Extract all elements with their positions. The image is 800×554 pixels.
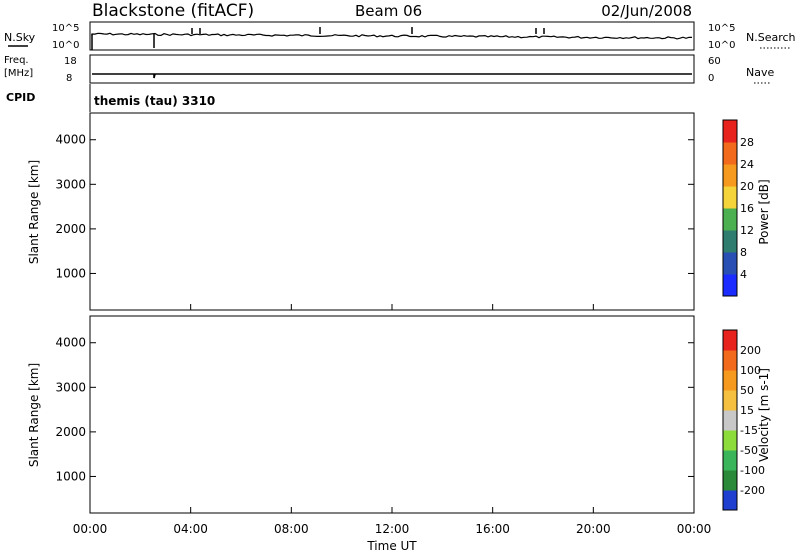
nsky-tick-high: 10^5 [52, 23, 79, 34]
freq-trace [92, 73, 692, 79]
power-ytick-label-2: 3000 [55, 177, 86, 191]
power-cbar-tick-3: 16 [740, 202, 754, 215]
power-ytick-label-3: 4000 [55, 133, 86, 147]
beam-title: Beam 06 [355, 2, 422, 20]
power-y-label: Slant Range [km] [27, 160, 41, 264]
nave-label: Nave [746, 66, 774, 79]
power-cbar-tick-0: 4 [740, 268, 747, 281]
power-colorbar-swatch-4 [723, 186, 737, 209]
power-colorbar-swatch-6 [723, 142, 737, 165]
power-colorbar-swatch-0 [723, 274, 737, 297]
nsearch-label: N.Search [746, 31, 796, 44]
freq-label: Freq. [4, 55, 29, 66]
power-colorbar-swatch-1 [723, 252, 737, 275]
power-colorbar-swatch-3 [723, 208, 737, 231]
power-cbar-tick-5: 24 [740, 158, 754, 171]
power-ytick-label-1: 2000 [55, 222, 86, 236]
nsky-label: N.Sky [4, 31, 36, 44]
site-title: Blackstone (fitACF) [92, 1, 254, 21]
freq-tick-high: 18 [64, 56, 77, 67]
power-cbar-tick-6: 28 [740, 136, 754, 149]
freq-panel-frame [89, 54, 695, 84]
cpid-label: CPID [6, 91, 35, 104]
power-colorbar-label: Power [dB] [757, 179, 771, 244]
nsky-panel-frame [89, 21, 695, 51]
nsearch-tick-high: 10^5 [708, 23, 735, 34]
freq-tick-low: 8 [66, 73, 72, 84]
nave-tick-low: 0 [708, 73, 714, 84]
freq-unit: [MHz] [4, 68, 33, 79]
power-colorbar-swatch-7 [723, 120, 737, 143]
nsky-tick-low: 10^0 [52, 40, 79, 51]
power-panel-frame [89, 112, 695, 311]
date-title: 02/Jun/2008 [601, 2, 692, 20]
nsearch-tick-low: 10^0 [708, 40, 735, 51]
power-cbar-tick-4: 20 [740, 180, 754, 193]
cpid-value: themis (tau) 3310 [94, 94, 215, 108]
nave-tick-high: 60 [708, 56, 721, 67]
power-ytick-label-0: 1000 [55, 266, 86, 280]
power-colorbar-swatch-2 [723, 230, 737, 253]
power-cbar-tick-2: 12 [740, 224, 754, 237]
power-cbar-tick-1: 8 [740, 246, 747, 259]
nsky-trace [91, 32, 693, 40]
power-colorbar-swatch-5 [723, 164, 737, 187]
